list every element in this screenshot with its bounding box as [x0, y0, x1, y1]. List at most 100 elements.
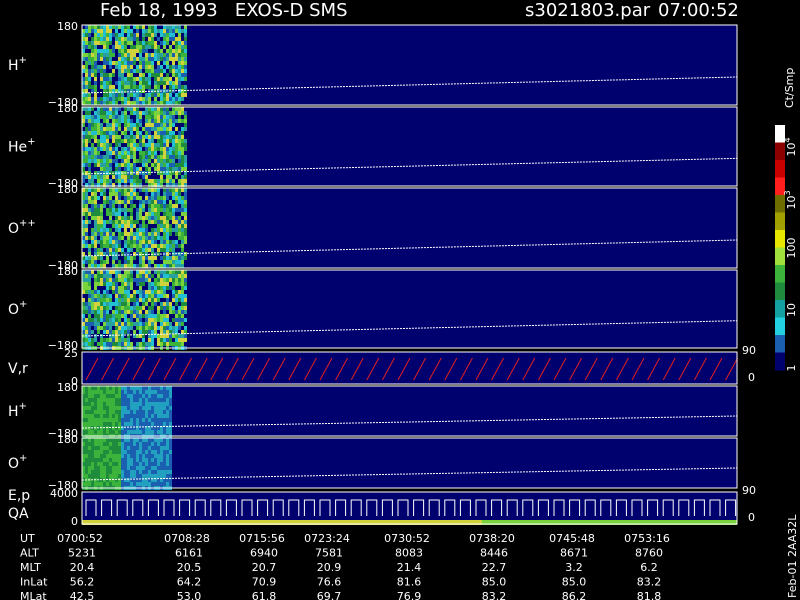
panel-frame — [81, 437, 738, 489]
spectrogram-cell — [91, 41, 94, 45]
spectrogram-cell — [115, 167, 118, 171]
spectrogram-cell — [157, 402, 160, 406]
spectrogram-cell — [145, 298, 148, 302]
spectrogram-cell — [115, 322, 118, 326]
spectrogram-cell — [166, 330, 169, 334]
spectrogram-cell — [115, 240, 118, 244]
spectrogram-cell — [151, 135, 154, 139]
spectrogram-cell — [145, 97, 148, 101]
spectrogram-cell — [163, 97, 166, 101]
spectrogram-cell — [100, 183, 103, 187]
spectrogram-cell — [145, 310, 148, 314]
spectrogram-cell — [130, 232, 133, 236]
spectrogram-cell — [82, 204, 85, 208]
spectrogram-cell — [88, 200, 91, 204]
spectrogram-cell — [169, 232, 172, 236]
spectrogram-cell — [154, 73, 157, 77]
spectrogram-cell — [136, 25, 139, 29]
spectrogram-cell — [85, 131, 88, 135]
spectrogram-cell — [145, 278, 148, 282]
spectrogram-cell — [121, 326, 124, 330]
spectrogram-cell — [157, 228, 160, 232]
spectrogram-cell — [100, 228, 103, 232]
spectrogram-cell — [151, 274, 154, 278]
spectrogram-cell — [175, 326, 178, 330]
spectrogram-cell — [178, 192, 181, 196]
spectrogram-cell — [127, 147, 130, 151]
colorbar-label: 10 — [785, 303, 798, 317]
trace — [81, 157, 738, 175]
spectrogram-cell — [139, 398, 142, 402]
spectrogram-cell — [151, 294, 154, 298]
spectrogram-cell — [160, 111, 163, 115]
spectrogram-cell — [166, 430, 169, 434]
spectrogram-cell — [139, 131, 142, 135]
spectrogram-cell — [115, 93, 118, 97]
spectrogram-cell — [160, 171, 163, 175]
spectrogram-cell — [142, 302, 145, 306]
spectrogram-cell — [127, 322, 130, 326]
spectrogram-cell — [172, 115, 175, 119]
spectrogram-cell — [112, 115, 115, 119]
spectrogram-cell — [118, 264, 121, 268]
spectrogram-cell — [97, 25, 100, 29]
spectrogram-cell — [118, 394, 121, 398]
spectrogram-cell — [109, 196, 112, 200]
spectrogram-cell — [85, 159, 88, 163]
spectrogram-cell — [166, 482, 169, 486]
spectrogram-cell — [178, 322, 181, 326]
spectrogram-cell — [97, 171, 100, 175]
spectrogram-cell — [124, 454, 127, 458]
spectrogram-cell — [115, 454, 118, 458]
spectrogram-cell — [112, 204, 115, 208]
spectrogram-cell — [112, 394, 115, 398]
spectrogram-cell — [157, 306, 160, 310]
spectrogram-cell — [85, 196, 88, 200]
spectrogram-cell — [163, 410, 166, 414]
spectrogram-cell — [127, 430, 130, 434]
spectrogram-cell — [85, 410, 88, 414]
spectrogram-cell — [121, 286, 124, 290]
spectrogram-cell — [118, 240, 121, 244]
spectrogram-cell — [130, 65, 133, 69]
spectrogram-cell — [124, 418, 127, 422]
spectrogram-cell — [163, 334, 166, 338]
spectrogram-cell — [133, 77, 136, 81]
spectrogram-cell — [85, 228, 88, 232]
spectrogram-cell — [103, 232, 106, 236]
spectrogram-cell — [109, 41, 112, 45]
spectrogram-cell — [127, 318, 130, 322]
spectrogram-cell — [178, 196, 181, 200]
spectrogram-cell — [178, 73, 181, 77]
spectrogram-cell — [166, 422, 169, 426]
spectrogram-cell — [166, 33, 169, 37]
axis-bottom-label: −180 — [48, 96, 78, 109]
spectrogram-cell — [127, 290, 130, 294]
spectrogram-cell — [181, 330, 184, 334]
spectrogram-cell — [130, 143, 133, 147]
spectrogram-cell — [82, 57, 85, 61]
spectrogram-cell — [130, 386, 133, 390]
spectrogram-cell — [169, 260, 172, 264]
spectrogram-cell — [175, 298, 178, 302]
spectrogram-cell — [160, 143, 163, 147]
spectrogram-cell — [121, 37, 124, 41]
spectrogram-cell — [160, 302, 163, 306]
spectrogram-cell — [115, 426, 118, 430]
spectrogram-cell — [169, 410, 172, 414]
spectrogram-cell — [91, 402, 94, 406]
spectrogram-cell — [106, 482, 109, 486]
spectrogram-cell — [100, 69, 103, 73]
spectrogram-cell — [169, 65, 172, 69]
spectrogram-cell — [148, 470, 151, 474]
spectrogram-cell — [163, 93, 166, 97]
spectrogram-cell — [160, 73, 163, 77]
spectrogram-cell — [106, 274, 109, 278]
spectrogram-cell — [178, 163, 181, 167]
spectrogram-cell — [103, 462, 106, 466]
spectrogram-cell — [184, 143, 187, 147]
spectrogram-cell — [154, 143, 157, 147]
spectrogram-cell — [139, 89, 142, 93]
row-label: ALT — [20, 547, 39, 560]
spectrogram-cell — [139, 274, 142, 278]
